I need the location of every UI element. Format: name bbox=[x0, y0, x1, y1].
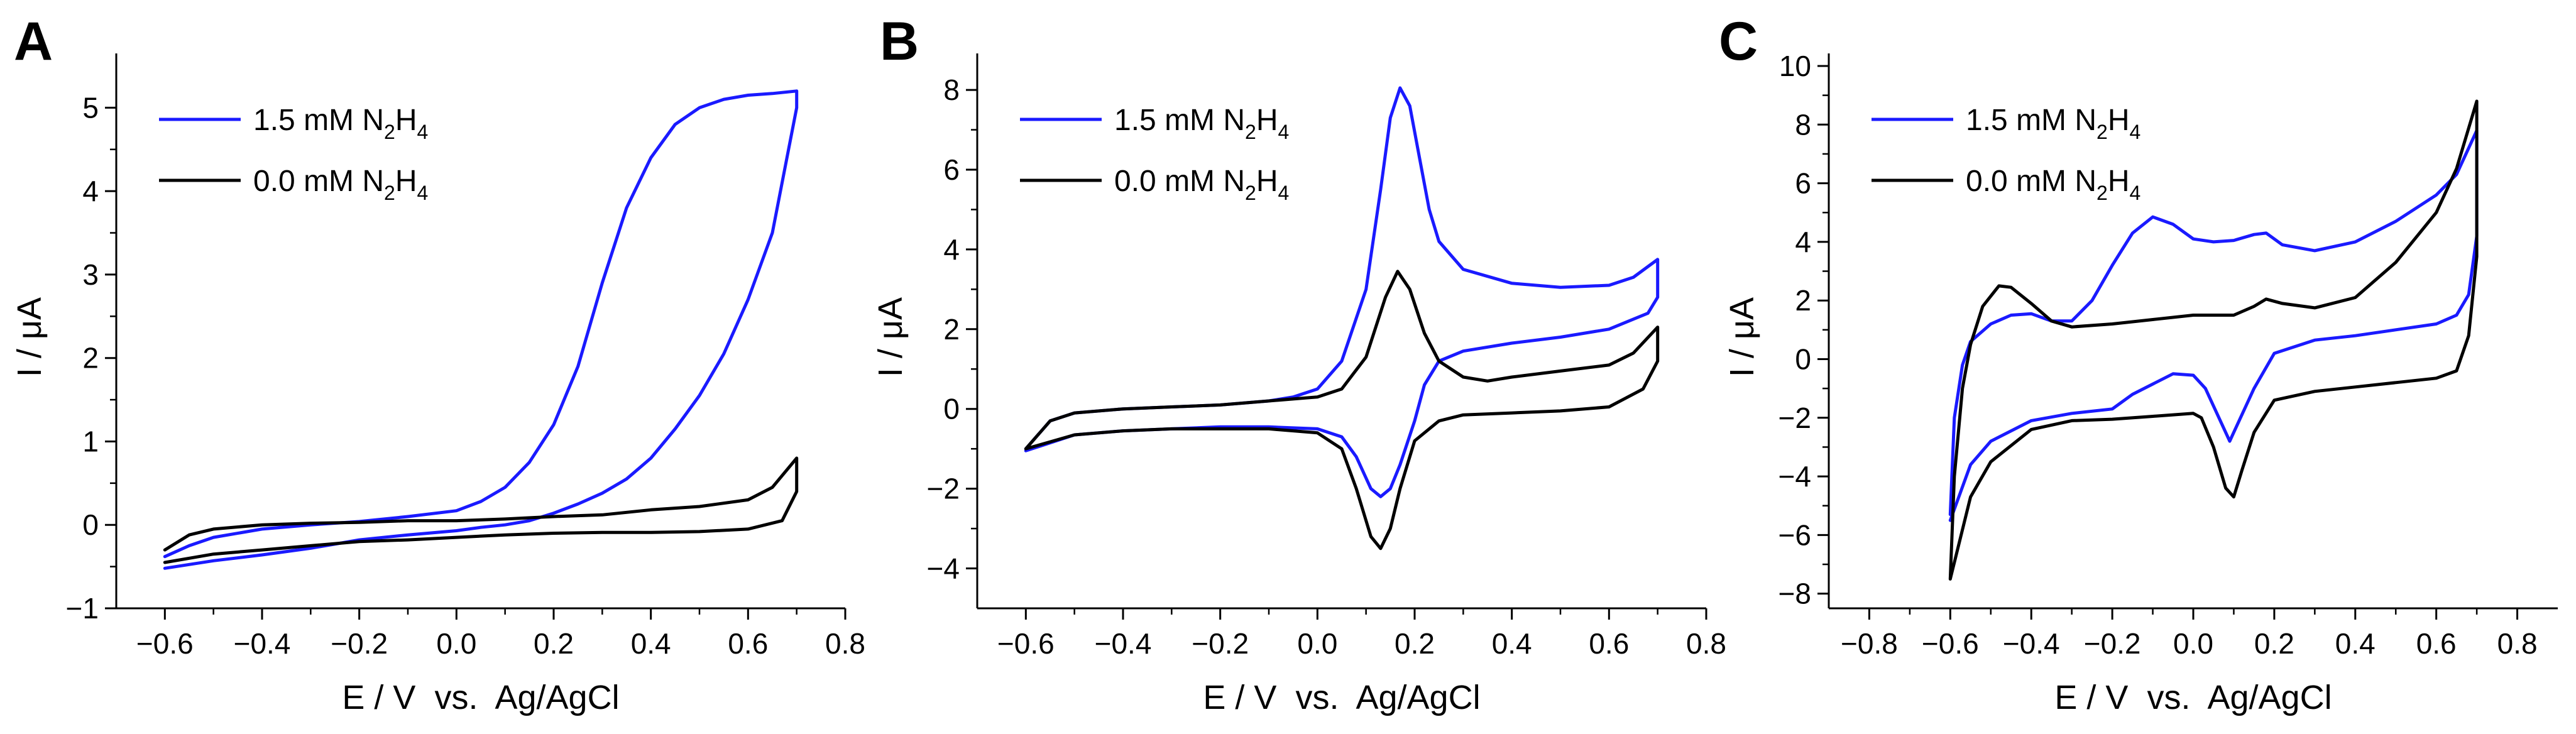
legend-sub1: 2 bbox=[1245, 182, 1256, 204]
y-tick-label: 4 bbox=[1795, 226, 1811, 258]
legend-main: 0.0 mM N bbox=[1966, 165, 2096, 198]
x-tick-label: 0.0 bbox=[436, 627, 476, 660]
y-tick-label: 4 bbox=[82, 175, 99, 207]
legend-mid: H bbox=[2108, 104, 2130, 137]
legend-mid: H bbox=[395, 165, 417, 198]
x-axis-title: E / V vs. Ag/AgCl bbox=[1203, 679, 1480, 716]
legend-main: 0.0 mM N bbox=[253, 165, 384, 198]
y-axis-title: I / μA bbox=[1723, 297, 1761, 377]
legend-label: 1.5 mM N2H4 bbox=[1966, 104, 2140, 143]
y-tick-label: 10 bbox=[1779, 50, 1811, 82]
x-tick-label: 0.4 bbox=[631, 627, 671, 660]
y-tick-label: 4 bbox=[943, 233, 960, 266]
y-tick-label: 0 bbox=[82, 508, 99, 541]
x-tick-label: −0.4 bbox=[234, 627, 291, 660]
legend-main: 1.5 mM N bbox=[1114, 104, 1245, 137]
x-tick-label: 0.4 bbox=[2335, 627, 2376, 660]
x-tick-label: 0.8 bbox=[1686, 627, 1726, 660]
series-line-1 bbox=[163, 456, 799, 564]
y-tick-label: 2 bbox=[943, 313, 960, 346]
x-tick-label: 0.0 bbox=[2173, 627, 2213, 660]
legend-label: 0.0 mM N2H4 bbox=[253, 165, 428, 204]
panel-c: C −0.8 −0.6 −0.4 −0.2 0.0 0.2 0.4 0.6 0.8 −8 −6 −4 −2… bbox=[1719, 11, 2558, 716]
y-tick-label: 1 bbox=[82, 425, 99, 457]
y-tick-label: −1 bbox=[66, 592, 99, 625]
x-tick-label: 0.6 bbox=[2416, 627, 2457, 660]
x-tick-label: −0.4 bbox=[2003, 627, 2060, 660]
legend-mid: H bbox=[2108, 165, 2130, 198]
x-tick-label: 0.2 bbox=[534, 627, 574, 660]
legend-sub2: 4 bbox=[2130, 121, 2141, 143]
legend-label: 1.5 mM N2H4 bbox=[1114, 104, 1289, 143]
series-line-0 bbox=[1948, 129, 2479, 522]
legend-main: 1.5 mM N bbox=[1966, 104, 2096, 137]
y-tick-label: 2 bbox=[82, 342, 99, 375]
legend-mid: H bbox=[395, 104, 417, 137]
y-axis-title: I / μA bbox=[872, 297, 909, 377]
x-tick-label: −0.4 bbox=[1095, 627, 1152, 660]
x-tick-label: 0.6 bbox=[728, 627, 768, 660]
series-line-1 bbox=[1948, 99, 2479, 581]
legend-label: 0.0 mM N2H4 bbox=[1966, 165, 2140, 204]
legend-sub2: 4 bbox=[417, 182, 429, 204]
x-tick-label: 0.2 bbox=[1395, 627, 1435, 660]
legend-sub1: 2 bbox=[2096, 121, 2108, 143]
x-tick-label: −0.6 bbox=[136, 627, 194, 660]
y-tick-label: 0 bbox=[943, 393, 960, 425]
legend-sub1: 2 bbox=[384, 121, 395, 143]
y-tick-label: 8 bbox=[1795, 108, 1811, 141]
legend-label: 0.0 mM N2H4 bbox=[1114, 165, 1289, 204]
series-line-0 bbox=[1024, 86, 1660, 498]
legend-main: 1.5 mM N bbox=[253, 104, 384, 137]
series-line-0 bbox=[163, 89, 799, 570]
x-tick-label: −0.2 bbox=[331, 627, 388, 660]
x-tick-label: 0.6 bbox=[1589, 627, 1629, 660]
legend-sub1: 2 bbox=[2096, 182, 2108, 204]
x-tick-label: 0.4 bbox=[1492, 627, 1532, 660]
legend-label: 1.5 mM N2H4 bbox=[253, 104, 428, 143]
y-tick-label: −2 bbox=[1779, 402, 1811, 434]
y-tick-label: −6 bbox=[1779, 518, 1811, 551]
y-tick-label: 3 bbox=[82, 258, 99, 291]
legend-sub2: 4 bbox=[1278, 121, 1290, 143]
x-tick-label: 0.8 bbox=[2497, 627, 2538, 660]
panel-label: B bbox=[880, 11, 919, 72]
x-tick-label: −0.6 bbox=[997, 627, 1055, 660]
x-axis-title: E / V vs. Ag/AgCl bbox=[2054, 679, 2332, 716]
series-line-1 bbox=[1024, 270, 1660, 550]
x-tick-label: 0.2 bbox=[2254, 627, 2294, 660]
y-tick-label: −4 bbox=[1779, 460, 1811, 493]
panel-a: A −0.6 −0.4 −0.2 0.0 0.2 0.4 0.6 0.8 −1 0 1 2 3 4 5 E / … bbox=[11, 11, 865, 716]
legend-mid: H bbox=[1256, 165, 1278, 198]
legend-sub2: 4 bbox=[1278, 182, 1290, 204]
x-axis-title: E / V vs. Ag/AgCl bbox=[342, 679, 619, 716]
y-tick-label: −8 bbox=[1779, 578, 1811, 610]
x-tick-label: −0.2 bbox=[2084, 627, 2141, 660]
y-tick-label: 8 bbox=[943, 74, 960, 106]
legend-main: 0.0 mM N bbox=[1114, 165, 1245, 198]
y-tick-label: −4 bbox=[927, 552, 960, 585]
legend-sub2: 4 bbox=[417, 121, 429, 143]
y-tick-label: −2 bbox=[927, 473, 960, 505]
x-tick-label: −0.8 bbox=[1841, 627, 1898, 660]
y-tick-label: 0 bbox=[1795, 342, 1811, 375]
legend-sub2: 4 bbox=[2130, 182, 2141, 204]
y-tick-label: 5 bbox=[82, 91, 99, 124]
legend-sub1: 2 bbox=[1245, 121, 1256, 143]
x-tick-label: 0.0 bbox=[1297, 627, 1337, 660]
y-tick-label: 2 bbox=[1795, 284, 1811, 317]
y-tick-label: 6 bbox=[943, 153, 960, 186]
legend-mid: H bbox=[1256, 104, 1278, 137]
x-tick-label: 0.8 bbox=[825, 627, 865, 660]
x-tick-label: −0.2 bbox=[1192, 627, 1249, 660]
panel-label: A bbox=[14, 11, 53, 72]
y-tick-label: 6 bbox=[1795, 167, 1811, 200]
y-axis-title: I / μA bbox=[11, 297, 48, 377]
legend-sub1: 2 bbox=[384, 182, 395, 204]
x-tick-label: −0.6 bbox=[1922, 627, 1979, 660]
panel-label: C bbox=[1719, 11, 1758, 72]
